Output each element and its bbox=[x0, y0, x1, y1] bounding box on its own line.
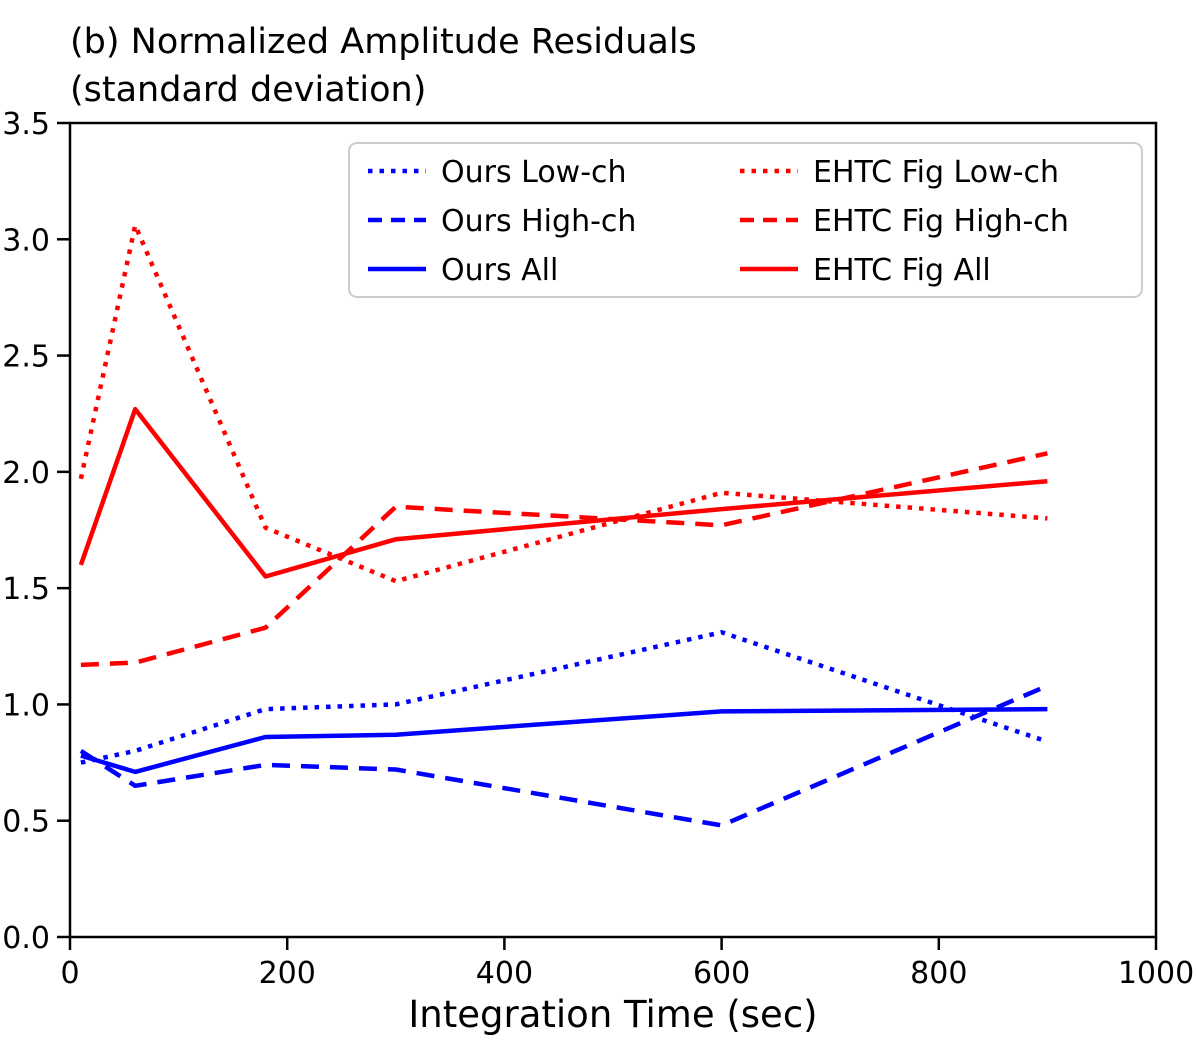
x-tick-label: 800 bbox=[910, 956, 967, 991]
x-tick-label: 600 bbox=[693, 956, 750, 991]
x-tick-label: 200 bbox=[259, 956, 316, 991]
legend-label-ehtc-fig-all: EHTC Fig All bbox=[813, 253, 991, 288]
legend-label-ehtc-fig-high-ch: EHTC Fig High-ch bbox=[813, 204, 1069, 239]
series-line-ehtc-fig-all bbox=[78, 406, 1048, 579]
x-tick-label: 400 bbox=[476, 956, 533, 991]
y-axis-ticks: 0.0 0.5 1.0 1.5 2.0 2.5 3.0 3.5 bbox=[2, 107, 70, 956]
y-tick-label: 1.0 bbox=[2, 688, 50, 723]
x-axis-label: Integration Time (sec) bbox=[408, 993, 817, 1036]
x-axis-ticks: 0 200 400 600 800 1000 bbox=[60, 937, 1194, 991]
chart-title-line2: (standard deviation) bbox=[70, 70, 426, 110]
x-tick-label: 0 bbox=[60, 956, 79, 991]
legend-label-ehtc-fig-low-ch: EHTC Fig Low-ch bbox=[813, 155, 1059, 190]
series-line-ours-all bbox=[80, 706, 1048, 775]
y-tick-label: 2.5 bbox=[2, 340, 50, 375]
y-tick-label: 0.0 bbox=[2, 921, 50, 956]
series-line-ours-high-ch bbox=[79, 683, 1049, 828]
series-line-ehtc-fig-high-ch bbox=[80, 451, 1048, 668]
chart-title-line1: (b) Normalized Amplitude Residuals bbox=[70, 22, 697, 62]
legend-label-ours-low-ch: Ours Low-ch bbox=[441, 155, 627, 190]
y-tick-label: 3.5 bbox=[2, 107, 50, 142]
series-line-ours-low-ch bbox=[80, 630, 1049, 765]
series-lines bbox=[78, 223, 1049, 828]
y-tick-label: 1.5 bbox=[2, 572, 50, 607]
series-line-ehtc-fig-low-ch bbox=[78, 223, 1048, 584]
y-tick-label: 0.5 bbox=[2, 805, 50, 840]
y-tick-label: 3.0 bbox=[2, 223, 50, 258]
legend-label-ours-high-ch: Ours High-ch bbox=[441, 204, 636, 239]
legend-label-ours-all: Ours All bbox=[441, 253, 558, 288]
plot-border-spines bbox=[68, 121, 1158, 939]
y-tick-label: 2.0 bbox=[2, 456, 50, 491]
legend: Ours Low-ch Ours High-ch Ours All EHTC Fig … bbox=[348, 142, 1143, 298]
x-tick-label: 1000 bbox=[1118, 956, 1194, 991]
